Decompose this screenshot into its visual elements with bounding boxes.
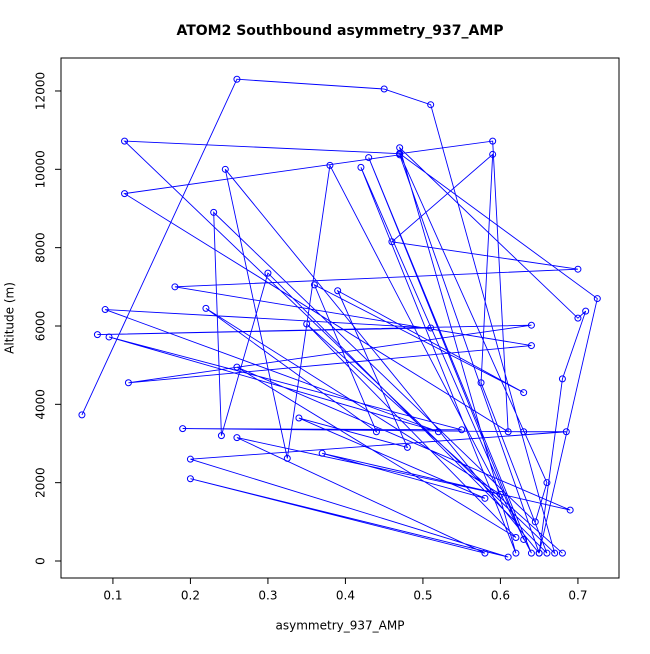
data-line — [81, 78, 598, 558]
data-point — [186, 455, 194, 463]
data-point — [396, 150, 404, 158]
data-point — [283, 454, 291, 462]
plot-frame — [60, 57, 620, 579]
y-tick-label: 6000 — [34, 311, 48, 342]
data-point — [531, 518, 539, 526]
data-point — [121, 137, 129, 145]
data-point — [527, 549, 535, 557]
data-point — [78, 411, 86, 419]
data-point — [380, 85, 388, 93]
data-point — [124, 379, 132, 387]
data-point — [481, 494, 489, 502]
data-point — [388, 238, 396, 246]
data-point — [101, 306, 109, 314]
data-point — [520, 428, 528, 436]
data-point — [318, 449, 326, 457]
y-tick-label: 0 — [34, 557, 48, 565]
data-point — [179, 425, 187, 433]
x-tick-label: 0.2 — [181, 589, 200, 603]
data-point — [334, 287, 342, 295]
data-point — [403, 443, 411, 451]
data-point — [202, 304, 210, 312]
data-point — [582, 307, 590, 315]
data-point — [264, 269, 272, 277]
data-point — [427, 324, 435, 332]
data-point — [458, 426, 466, 434]
data-point — [520, 389, 528, 397]
data-point — [477, 379, 485, 387]
data-point — [210, 208, 218, 216]
y-axis-label: Altitude (m) — [3, 282, 17, 354]
data-point — [489, 137, 497, 145]
data-point — [535, 549, 543, 557]
data-point — [357, 163, 365, 171]
y-tick-label: 12000 — [34, 72, 48, 110]
data-point — [233, 75, 241, 83]
data-point — [303, 320, 311, 328]
data-point — [93, 331, 101, 339]
data-point — [520, 535, 528, 543]
data-point — [221, 165, 229, 173]
data-point — [504, 428, 512, 436]
data-point — [558, 375, 566, 383]
data-point — [574, 314, 582, 322]
data-point — [295, 414, 303, 422]
data-point — [543, 549, 551, 557]
data-point — [434, 428, 442, 436]
data-point — [562, 428, 570, 436]
data-point — [574, 265, 582, 273]
data-point — [566, 506, 574, 514]
x-tick-label: 0.3 — [258, 589, 277, 603]
data-point — [593, 295, 601, 303]
data-point — [504, 553, 512, 561]
y-tick-label: 10000 — [34, 150, 48, 188]
data-point — [489, 150, 497, 158]
data-point — [558, 549, 566, 557]
data-point — [105, 333, 113, 341]
data-point — [512, 533, 520, 541]
data-point — [527, 342, 535, 350]
y-tick-label: 8000 — [34, 232, 48, 263]
data-point — [496, 490, 504, 498]
data-point — [310, 281, 318, 289]
data-point — [372, 428, 380, 436]
y-tick-label: 2000 — [34, 467, 48, 498]
x-tick-label: 0.7 — [568, 589, 587, 603]
data-point — [527, 321, 535, 329]
data-point — [186, 475, 194, 483]
data-point — [326, 161, 334, 169]
data-point — [543, 479, 551, 487]
data-point — [512, 549, 520, 557]
x-axis-label: asymmetry_937_AMP — [276, 619, 405, 633]
x-tick-label: 0.1 — [103, 589, 122, 603]
data-point — [427, 101, 435, 109]
chart-title: ATOM2 Southbound asymmetry_937_AMP — [176, 23, 503, 39]
x-tick-label: 0.6 — [491, 589, 510, 603]
data-point — [233, 363, 241, 371]
data-point — [171, 283, 179, 291]
data-point — [481, 549, 489, 557]
data-point — [121, 190, 129, 198]
data-point — [551, 549, 559, 557]
data-point — [217, 432, 225, 440]
y-tick-label: 4000 — [34, 389, 48, 420]
data-point — [233, 434, 241, 442]
data-point — [365, 154, 373, 162]
x-tick-label: 0.5 — [413, 589, 432, 603]
x-tick-label: 0.4 — [336, 589, 355, 603]
